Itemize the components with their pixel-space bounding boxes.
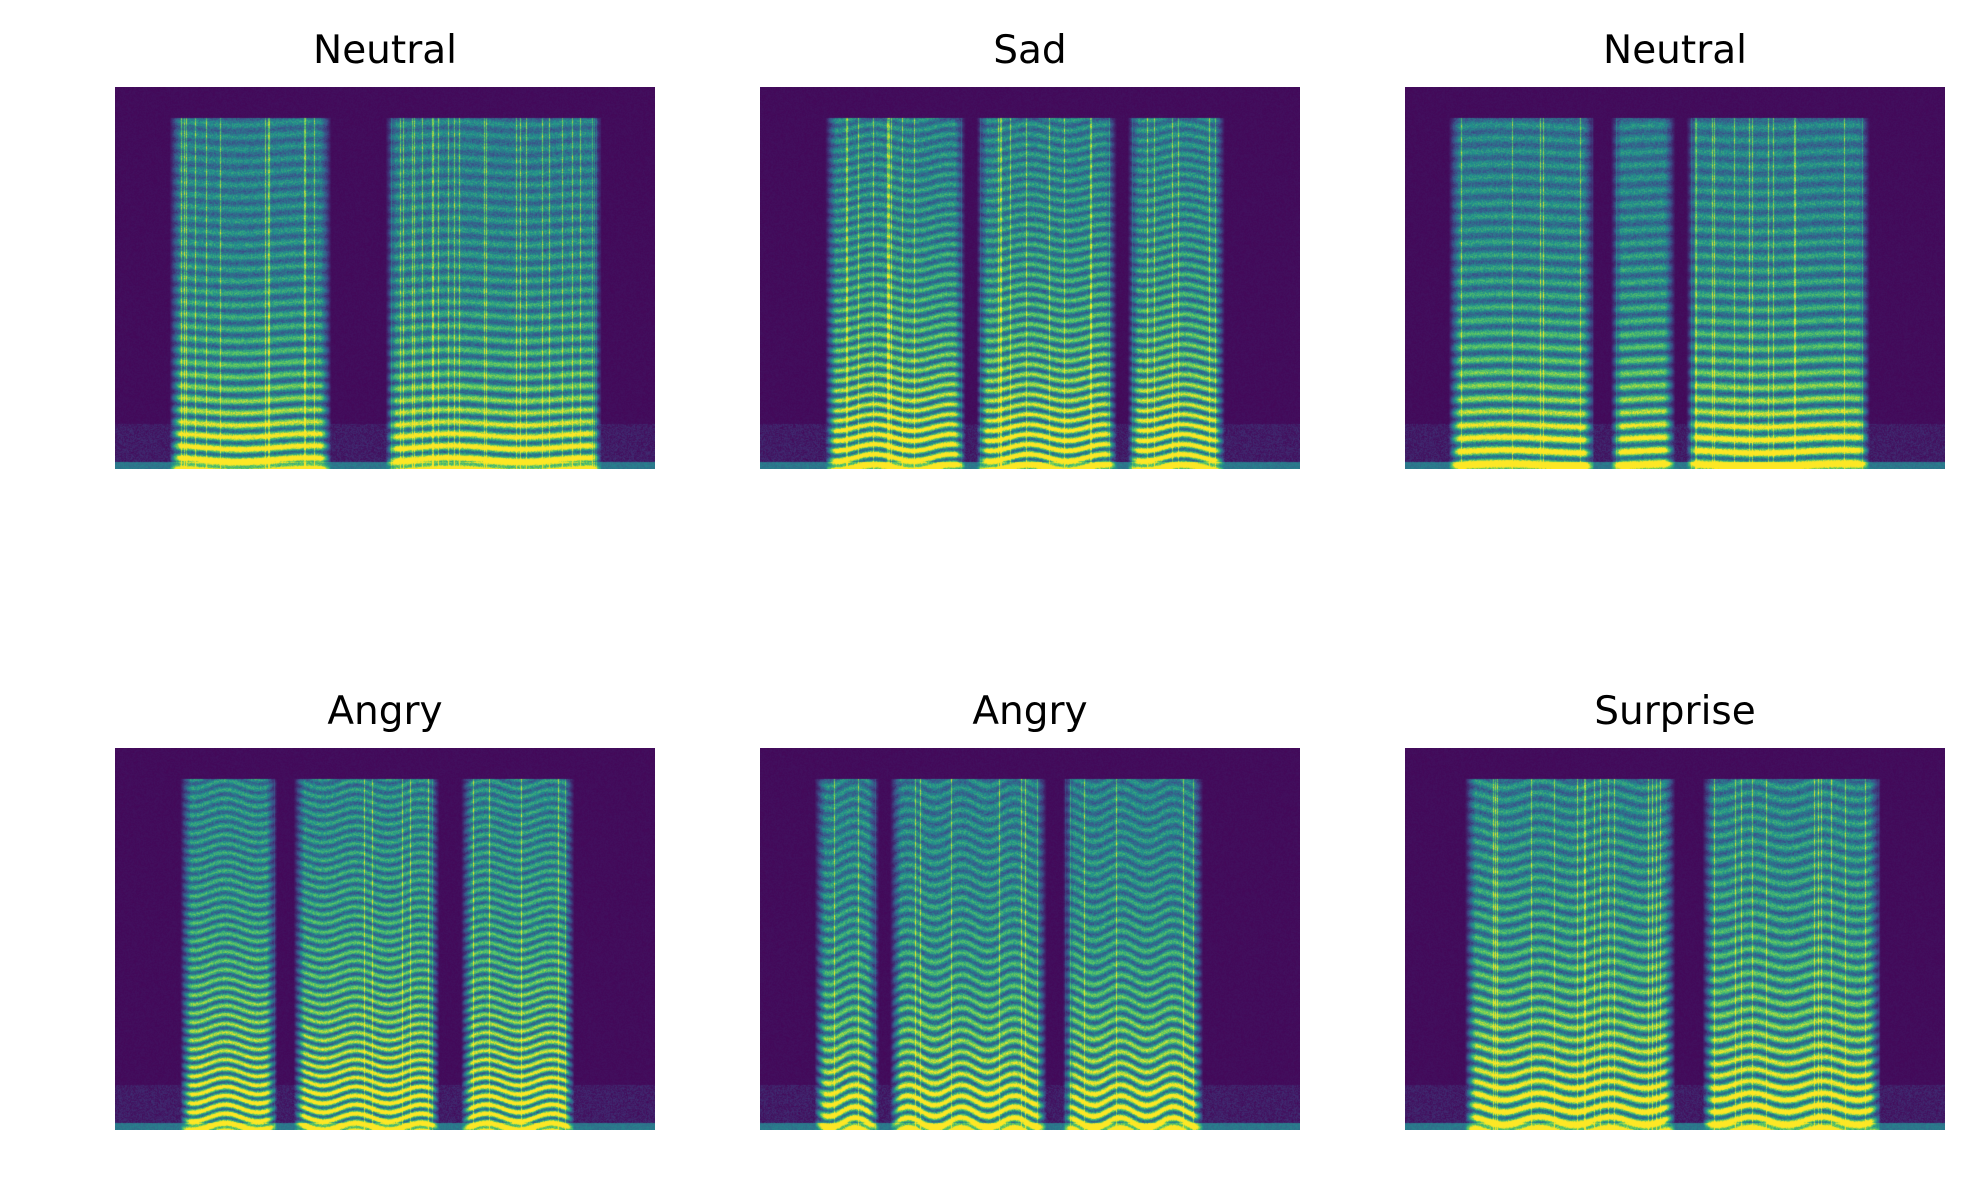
panel-title: Surprise xyxy=(1594,689,1756,734)
spectrogram-image xyxy=(760,87,1300,469)
spectrogram-image xyxy=(1405,748,1945,1130)
panel-title: Neutral xyxy=(1603,28,1747,73)
panel-title: Angry xyxy=(327,689,443,734)
spectrogram-image xyxy=(760,748,1300,1130)
spectrogram-image xyxy=(115,748,655,1130)
spectrogram-image xyxy=(115,87,655,469)
panel-title: Neutral xyxy=(313,28,457,73)
panel-title: Angry xyxy=(972,689,1088,734)
spectrogram-image xyxy=(1405,87,1945,469)
panel-title: Sad xyxy=(993,28,1067,73)
